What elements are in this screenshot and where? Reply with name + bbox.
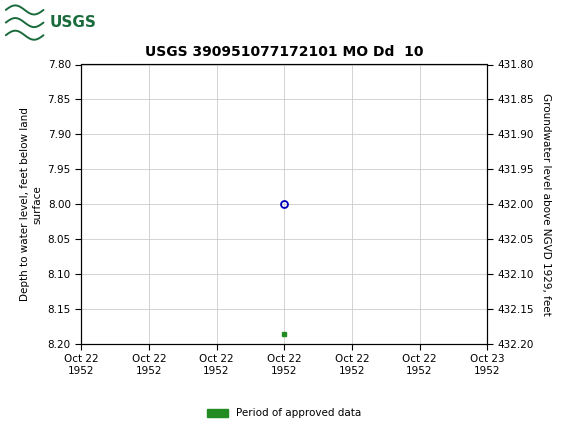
FancyBboxPatch shape — [3, 3, 93, 43]
Text: USGS: USGS — [49, 15, 96, 30]
Legend: Period of approved data: Period of approved data — [203, 404, 365, 423]
Y-axis label: Depth to water level, feet below land
surface: Depth to water level, feet below land su… — [20, 108, 42, 301]
Y-axis label: Groundwater level above NGVD 1929, feet: Groundwater level above NGVD 1929, feet — [541, 93, 551, 316]
Title: USGS 390951077172101 MO Dd  10: USGS 390951077172101 MO Dd 10 — [145, 45, 423, 59]
